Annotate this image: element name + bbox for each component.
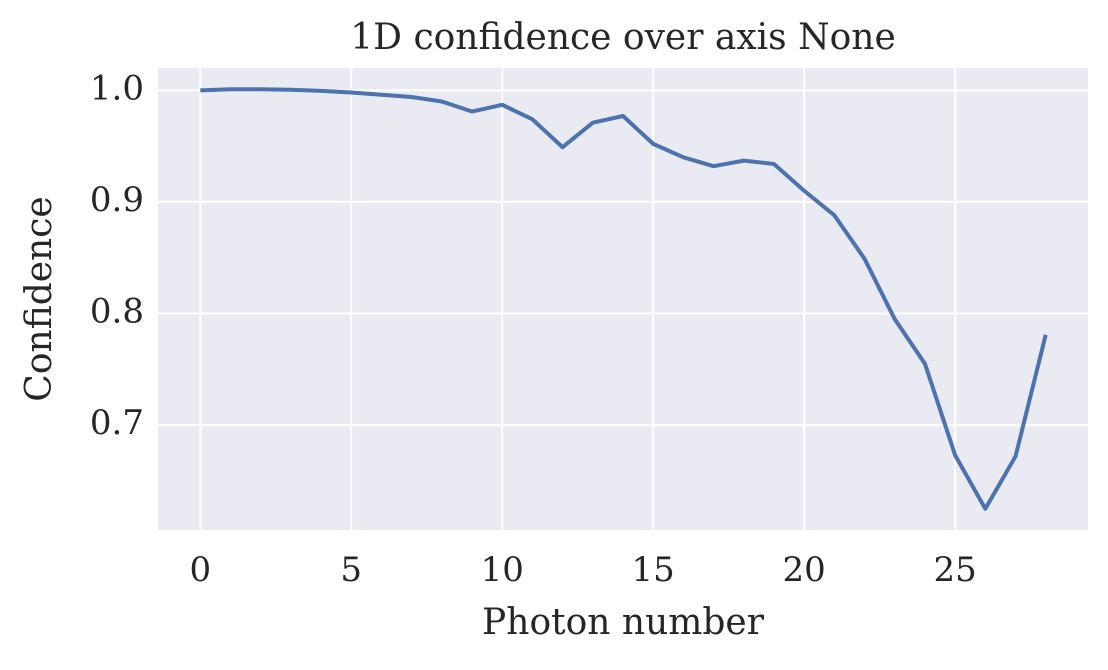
x-axis-label: Photon number [482, 602, 765, 643]
x-tick-label: 10 [481, 550, 524, 590]
y-tick-label: 0.7 [90, 403, 144, 443]
y-tick-label: 0.9 [90, 180, 144, 220]
x-tick-label: 25 [934, 550, 977, 590]
x-tick-label: 0 [189, 550, 211, 590]
y-tick-label: 1.0 [90, 68, 144, 108]
x-tick-label: 15 [632, 550, 675, 590]
plot-area [158, 68, 1088, 530]
y-axis-label: Confidence [19, 196, 60, 401]
chart-title: 1D confidence over axis None [350, 17, 896, 58]
y-tick-label: 0.8 [90, 292, 144, 332]
data-line [200, 87, 1048, 511]
x-tick-label: 20 [783, 550, 826, 590]
x-tick-label: 5 [340, 550, 362, 590]
